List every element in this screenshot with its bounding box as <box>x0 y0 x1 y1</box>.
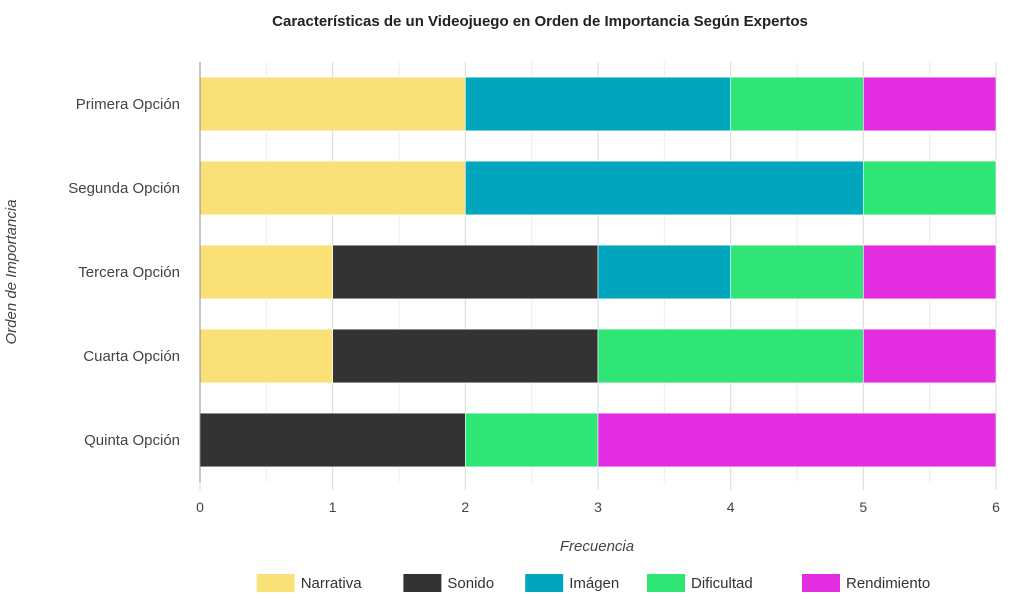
legend-swatch <box>802 574 840 592</box>
bar-segment <box>863 76 997 132</box>
x-tick-label: 2 <box>461 499 469 515</box>
category-label: Tercera Opción <box>78 264 180 281</box>
legend-swatch <box>525 574 564 592</box>
category-labels: Primera Opción Segunda Opción Tercera Opci… <box>68 96 180 449</box>
bars-group <box>199 76 997 468</box>
bar-segment <box>332 328 599 384</box>
bar-segment <box>199 160 466 216</box>
bar-segment <box>199 76 466 132</box>
bar-segment <box>465 160 864 216</box>
bar-segment <box>597 328 864 384</box>
chart-title: Características de un Videojuego en Orde… <box>272 13 808 30</box>
bar-segment <box>863 244 997 300</box>
bar-segment <box>730 76 864 132</box>
bar-segment <box>332 244 599 300</box>
legend-label: Rendimiento <box>846 575 930 592</box>
legend-label: Dificultad <box>691 575 753 592</box>
bar-segment <box>730 244 864 300</box>
x-tick-label: 1 <box>329 499 337 515</box>
x-axis-title: Frecuencia <box>560 538 634 555</box>
category-label: Primera Opción <box>76 96 180 113</box>
category-label: Segunda Opción <box>68 180 180 197</box>
category-label: Quinta Opción <box>84 432 180 449</box>
x-tick-label: 5 <box>859 499 867 515</box>
legend-swatch <box>647 574 685 592</box>
bar-segment <box>863 328 997 384</box>
bar-segment <box>863 160 997 216</box>
legend-swatch <box>403 574 442 592</box>
y-axis-title: Orden de Importancia <box>3 199 20 344</box>
bar-segment <box>465 412 599 468</box>
x-tick-label: 0 <box>196 499 204 515</box>
bar-segment <box>597 244 731 300</box>
bar-segment <box>199 328 333 384</box>
bar-segment <box>465 76 731 132</box>
x-tick-labels: 0 1 2 3 4 5 6 <box>196 499 1000 515</box>
category-label: Cuarta Opción <box>83 348 180 365</box>
x-tick-label: 6 <box>992 499 1000 515</box>
legend: Narrativa Sonido Imágen Dificultad Rendimien… <box>256 574 930 592</box>
x-tick-label: 4 <box>727 499 735 515</box>
legend-label: Narrativa <box>301 575 363 592</box>
x-tick-label: 3 <box>594 499 602 515</box>
bar-segment <box>199 244 333 300</box>
legend-label: Imágen <box>569 575 619 592</box>
bar-segment <box>199 412 466 468</box>
bar-segment <box>597 412 997 468</box>
legend-swatch <box>256 574 295 592</box>
legend-label: Sonido <box>447 575 494 592</box>
